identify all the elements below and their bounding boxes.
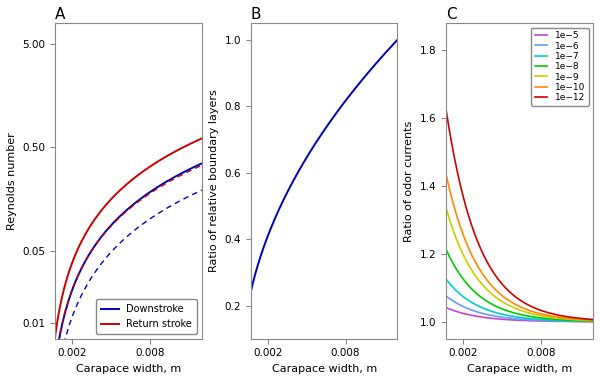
1e−5 — [502, 317, 509, 322]
1e−9 — [557, 316, 565, 321]
1e−8 — [502, 308, 509, 312]
1e−12 — [560, 314, 567, 319]
X-axis label: Carapace width, m: Carapace width, m — [76, 364, 181, 374]
1e−10 — [557, 315, 565, 320]
1e−12 — [443, 109, 450, 114]
1e−10 — [502, 296, 509, 301]
1e−7 — [557, 318, 565, 323]
1e−10 — [508, 299, 515, 304]
1e−5 — [544, 319, 551, 323]
1e−7 — [458, 293, 465, 298]
1e−9 — [458, 248, 465, 253]
1e−6 — [589, 319, 596, 324]
Text: A: A — [55, 7, 65, 22]
Line: 1e−8: 1e−8 — [446, 250, 593, 321]
X-axis label: Carapace width, m: Carapace width, m — [272, 364, 377, 374]
1e−12 — [508, 291, 515, 295]
1e−8 — [560, 318, 567, 322]
1e−12 — [589, 317, 596, 322]
1e−5 — [589, 319, 596, 324]
1e−6 — [557, 319, 565, 323]
1e−7 — [560, 319, 567, 323]
Y-axis label: Ratio of odor currents: Ratio of odor currents — [404, 120, 415, 242]
1e−9 — [502, 301, 509, 306]
1e−12 — [544, 310, 551, 315]
1e−6 — [544, 319, 551, 323]
1e−6 — [560, 319, 567, 323]
1e−6 — [443, 294, 450, 298]
Text: B: B — [251, 7, 261, 22]
1e−9 — [589, 318, 596, 323]
1e−9 — [544, 314, 551, 319]
1e−5 — [560, 319, 567, 324]
1e−7 — [502, 313, 509, 317]
1e−12 — [557, 313, 565, 318]
1e−7 — [508, 314, 515, 318]
1e−8 — [508, 310, 515, 314]
1e−5 — [458, 311, 465, 315]
1e−8 — [589, 319, 596, 323]
1e−9 — [443, 207, 450, 211]
1e−6 — [458, 303, 465, 308]
1e−10 — [589, 318, 596, 322]
1e−9 — [560, 317, 567, 321]
Y-axis label: Reynolds number: Reynolds number — [7, 132, 17, 230]
1e−10 — [544, 313, 551, 317]
Line: 1e−12: 1e−12 — [446, 112, 593, 320]
1e−8 — [557, 317, 565, 322]
1e−6 — [502, 315, 509, 320]
Line: 1e−7: 1e−7 — [446, 280, 593, 321]
1e−8 — [544, 316, 551, 321]
1e−9 — [508, 304, 515, 309]
Y-axis label: Ratio of relative boundary layers: Ratio of relative boundary layers — [209, 90, 219, 272]
Legend: 1e−5, 1e−6, 1e−7, 1e−8, 1e−9, 1e−10, 1e−12: 1e−5, 1e−6, 1e−7, 1e−8, 1e−9, 1e−10, 1e−… — [531, 28, 589, 106]
Line: 1e−10: 1e−10 — [446, 176, 593, 320]
1e−10 — [560, 315, 567, 320]
1e−12 — [458, 187, 465, 192]
Line: 1e−6: 1e−6 — [446, 296, 593, 322]
1e−6 — [508, 316, 515, 320]
Line: 1e−5: 1e−5 — [446, 308, 593, 322]
1e−8 — [458, 274, 465, 279]
1e−8 — [443, 248, 450, 252]
1e−7 — [544, 318, 551, 322]
1e−5 — [557, 319, 565, 324]
Line: 1e−9: 1e−9 — [446, 209, 593, 320]
1e−10 — [443, 173, 450, 178]
Text: C: C — [446, 7, 457, 22]
X-axis label: Carapace width, m: Carapace width, m — [467, 364, 572, 374]
1e−12 — [502, 286, 509, 290]
1e−10 — [458, 227, 465, 232]
1e−5 — [508, 318, 515, 322]
1e−5 — [443, 306, 450, 310]
1e−7 — [443, 277, 450, 282]
Legend: Downstroke, Return stroke: Downstroke, Return stroke — [97, 299, 197, 334]
1e−7 — [589, 319, 596, 323]
